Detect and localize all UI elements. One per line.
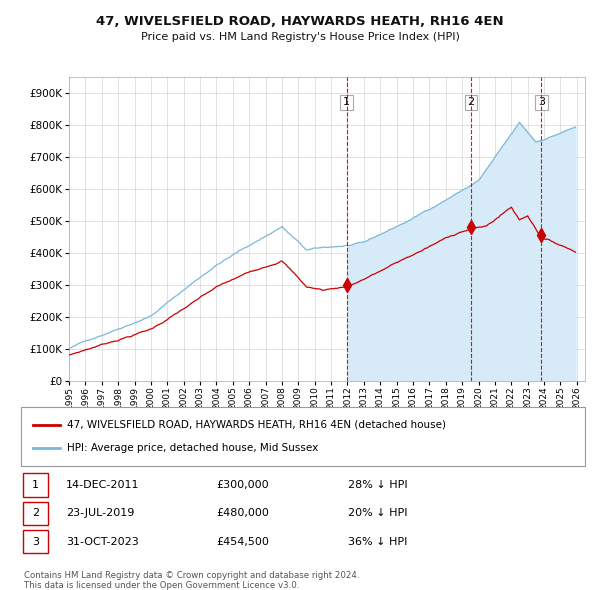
Text: £480,000: £480,000 <box>216 509 269 518</box>
Text: 2: 2 <box>467 97 475 107</box>
Text: 28% ↓ HPI: 28% ↓ HPI <box>348 480 407 490</box>
Text: 1: 1 <box>32 480 39 490</box>
Text: 36% ↓ HPI: 36% ↓ HPI <box>348 537 407 546</box>
Text: 3: 3 <box>32 537 39 546</box>
Text: Contains HM Land Registry data © Crown copyright and database right 2024.
This d: Contains HM Land Registry data © Crown c… <box>24 571 359 590</box>
Text: Price paid vs. HM Land Registry's House Price Index (HPI): Price paid vs. HM Land Registry's House … <box>140 32 460 42</box>
Text: 2: 2 <box>32 509 39 518</box>
Text: £454,500: £454,500 <box>216 537 269 546</box>
Text: HPI: Average price, detached house, Mid Sussex: HPI: Average price, detached house, Mid … <box>67 443 319 453</box>
Text: 3: 3 <box>538 97 545 107</box>
Text: 23-JUL-2019: 23-JUL-2019 <box>66 509 134 518</box>
Text: 47, WIVELSFIELD ROAD, HAYWARDS HEATH, RH16 4EN: 47, WIVELSFIELD ROAD, HAYWARDS HEATH, RH… <box>96 15 504 28</box>
Text: £300,000: £300,000 <box>216 480 269 490</box>
Text: 1: 1 <box>343 97 350 107</box>
Text: 20% ↓ HPI: 20% ↓ HPI <box>348 509 407 518</box>
Text: 47, WIVELSFIELD ROAD, HAYWARDS HEATH, RH16 4EN (detached house): 47, WIVELSFIELD ROAD, HAYWARDS HEATH, RH… <box>67 420 446 430</box>
Text: 14-DEC-2011: 14-DEC-2011 <box>66 480 139 490</box>
Text: 31-OCT-2023: 31-OCT-2023 <box>66 537 139 546</box>
